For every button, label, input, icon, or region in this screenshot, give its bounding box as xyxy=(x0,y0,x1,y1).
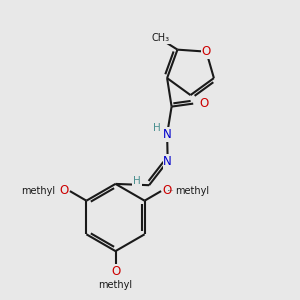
Text: N: N xyxy=(163,155,172,168)
Text: O: O xyxy=(199,97,208,110)
Text: methyl: methyl xyxy=(176,185,210,196)
Text: H: H xyxy=(153,123,160,133)
Text: O: O xyxy=(202,45,211,58)
Text: methyl: methyl xyxy=(98,280,133,290)
Text: methyl_r: methyl_r xyxy=(175,190,181,191)
Text: N: N xyxy=(163,128,172,141)
Text: O: O xyxy=(163,184,172,197)
Text: O: O xyxy=(59,184,68,197)
Text: methoxy: methoxy xyxy=(168,190,174,191)
Text: O: O xyxy=(111,265,120,278)
Text: CH₃: CH₃ xyxy=(152,33,170,43)
Text: methyl: methyl xyxy=(21,185,56,196)
Text: H: H xyxy=(133,176,141,186)
